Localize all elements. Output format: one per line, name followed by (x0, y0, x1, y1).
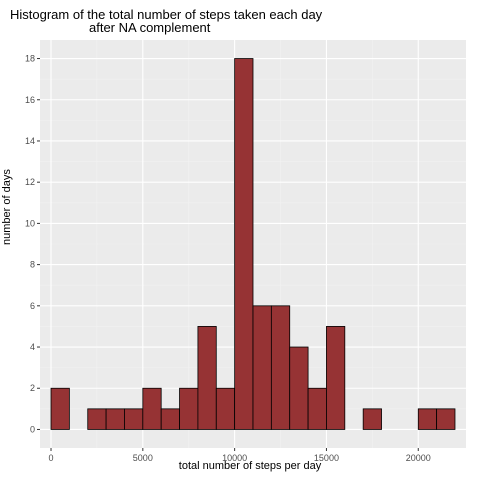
y-tick-label: 14 (25, 136, 35, 146)
histogram-bar (87, 408, 107, 430)
x-axis-title: total number of steps per day (178, 460, 322, 472)
histogram-bar (179, 387, 199, 430)
histogram-bar (142, 387, 162, 430)
y-tick-label: 6 (30, 301, 35, 311)
histogram-bar (270, 305, 291, 430)
histogram-bar (105, 408, 125, 430)
histogram-bar (307, 387, 327, 430)
x-axis-ticks: 0 5000 10000 15000 20000 (49, 448, 431, 463)
histogram-bar (362, 408, 382, 430)
histogram-bar (50, 387, 70, 430)
histogram-bar (215, 387, 236, 430)
y-tick-label: 16 (25, 95, 35, 105)
histogram-bars (50, 58, 456, 430)
chart-title-line-1: Histogram of the total number of steps t… (10, 7, 323, 22)
histogram-bar (160, 408, 180, 430)
y-tick-label: 12 (25, 177, 35, 187)
y-tick-label: 18 (25, 54, 35, 64)
y-tick-label: 4 (30, 342, 35, 352)
y-axis-ticks: 0 2 4 6 8 10 12 14 16 18 (25, 54, 40, 434)
y-tick-label: 10 (25, 218, 35, 228)
histogram-bar (197, 326, 217, 430)
y-tick-label: 2 (30, 383, 35, 393)
histogram-bar (252, 305, 272, 430)
histogram-bar (234, 58, 254, 430)
y-tick-label: 8 (30, 260, 35, 270)
histogram-bar (326, 326, 346, 430)
chart-title-line-2: after NA complement (89, 20, 211, 35)
y-tick-label: 0 (30, 424, 35, 434)
histogram-bar (289, 346, 309, 430)
x-tick-label: 0 (49, 453, 54, 463)
x-tick-label: 10000 (222, 453, 247, 463)
x-tick-label: 15000 (314, 453, 339, 463)
x-tick-label: 5000 (133, 453, 153, 463)
y-axis-title: number of days (1, 169, 13, 245)
histogram-bar (436, 408, 456, 430)
histogram-bar (124, 408, 144, 430)
histogram-bar (417, 408, 438, 430)
x-tick-label: 20000 (406, 453, 431, 463)
